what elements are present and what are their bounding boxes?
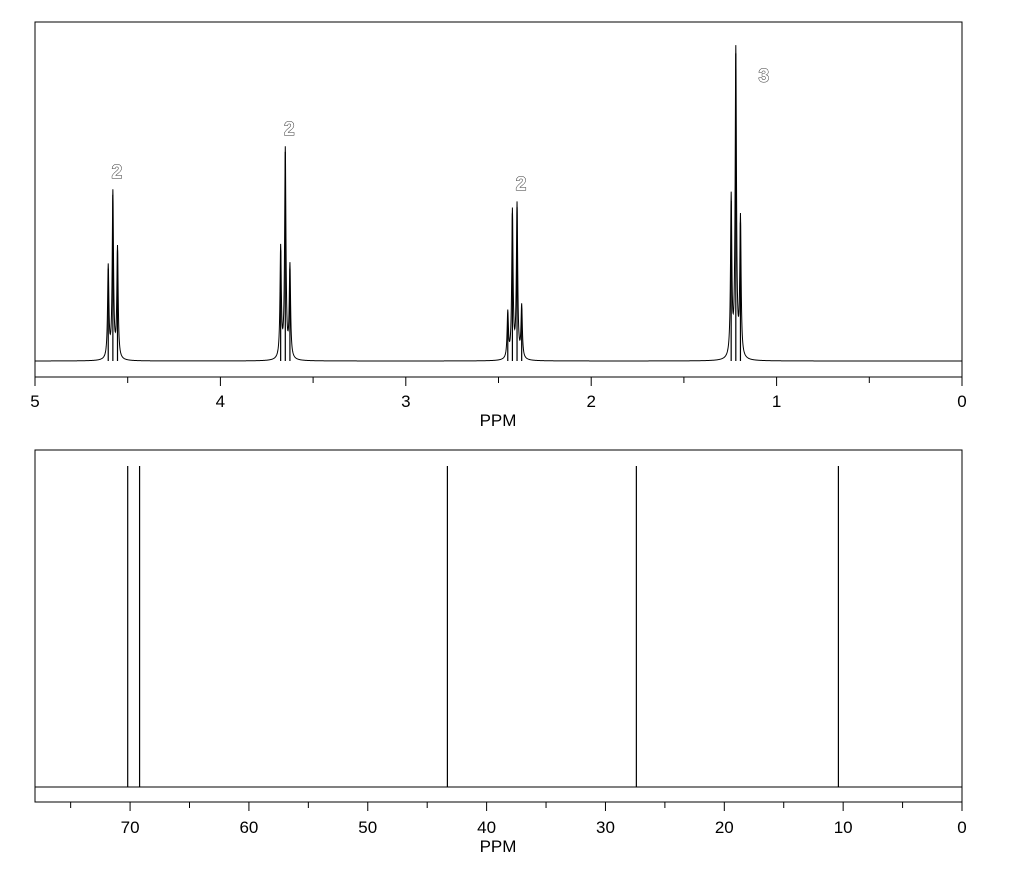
proton-spectrum-trace [35,45,962,362]
carbon-x-axis-title: PPM [480,837,517,856]
proton-integral-labels: 2 2 2 3 [111,66,770,196]
proton-tick-label: 0 [957,392,966,411]
proton-integral-label: 2 [112,162,123,183]
carbon-tick-label: 50 [358,818,377,837]
proton-ticks [34,377,963,386]
proton-plot-frame [34,21,963,378]
proton-tick-label: 5 [30,392,39,411]
proton-tick-labels: 5 4 3 2 1 0 [30,392,966,411]
proton-x-axis-title: PPM [480,411,517,430]
proton-tick-label: 2 [586,392,595,411]
proton-tick-label: 1 [772,392,781,411]
carbon-plot-frame [34,449,963,803]
carbon-tick-label: 0 [957,818,966,837]
carbon-tick-label: 30 [596,818,615,837]
proton-integral-label: 2 [284,119,295,140]
carbon-peaks [35,466,962,788]
proton-nmr-panel: 5 4 3 2 1 0 2 2 2 3 PPM [30,21,967,430]
carbon-tick-labels: 70 60 50 40 30 20 10 0 [121,818,967,837]
carbon-tick-label: 60 [239,818,258,837]
carbon-tick-label: 10 [834,818,853,837]
carbon-tick-label: 40 [477,818,496,837]
proton-peaks [35,45,962,362]
carbon-ticks [70,802,963,811]
carbon-tick-label: 70 [121,818,140,837]
proton-integral-label: 3 [759,66,770,87]
proton-tick-label: 3 [401,392,410,411]
carbon-nmr-panel: 70 60 50 40 30 20 10 0 PPM [34,449,967,856]
proton-integral-label: 2 [516,174,527,195]
carbon-tick-label: 20 [715,818,734,837]
proton-tick-label: 4 [216,392,225,411]
